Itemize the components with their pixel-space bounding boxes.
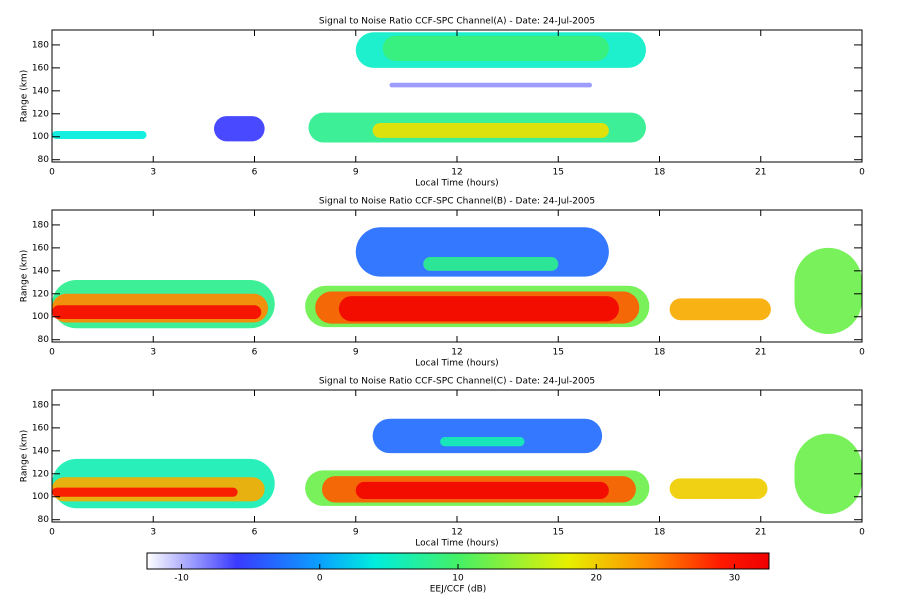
y-axis-label: Range (km) [20,70,30,122]
y-tick-label: 100 [32,492,49,502]
x-tick-label: 18 [654,528,666,538]
x-tick-label: 3 [150,168,156,178]
y-tick-label: 140 [32,446,49,456]
echo-region [440,437,525,447]
echo-region [214,116,265,142]
y-tick-label: 100 [32,312,49,322]
x-tick-label: 9 [353,348,359,358]
echo-region [423,257,559,271]
y-tick-label: 120 [32,109,49,119]
chart-title: Signal to Noise Ratio CCF-SPC Channel(A)… [319,17,595,27]
y-axis-label: Range (km) [20,430,30,482]
echo-region [355,481,609,500]
colorbar-label: EEJ/CCF (dB) [430,585,487,595]
x-tick-label: 15 [553,348,564,358]
colorbar-tick-label: -10 [174,574,189,584]
y-tick-label: 120 [32,289,49,299]
colorbar-tick-label: 30 [729,574,741,584]
colorbar-tick-label: 20 [590,574,602,584]
x-tick-label: 6 [252,348,258,358]
x-tick-label: 3 [150,348,156,358]
y-tick-label: 140 [32,266,49,276]
y-tick-label: 180 [32,40,49,50]
y-tick-label: 80 [38,335,50,345]
x-tick-label: 15 [553,528,564,538]
plot-area [52,227,862,334]
x-tick-label: 6 [252,528,258,538]
echo-region [372,122,609,138]
y-tick-label: 160 [32,243,49,253]
echo-region [52,487,238,497]
x-tick-label: 9 [353,528,359,538]
echo-region [389,82,592,88]
colorbar-tick-label: 10 [452,574,464,584]
y-tick-label: 180 [32,400,49,410]
echo-region [52,305,262,320]
y-tick-label: 160 [32,423,49,433]
y-tick-label: 160 [32,63,49,73]
chart-title: Signal to Noise Ratio CCF-SPC Channel(B)… [319,197,595,207]
chart-title: Signal to Noise Ratio CCF-SPC Channel(C)… [319,377,595,387]
x-tick-label: 21 [755,168,766,178]
colorbar-tick-label: 0 [317,574,323,584]
x-tick-label: 0 [859,348,865,358]
echo-region [52,131,147,140]
plot-area [52,418,862,514]
echo-region [372,418,603,454]
x-tick-label: 0 [859,168,865,178]
y-tick-label: 180 [32,220,49,230]
echo-region [794,247,862,334]
y-axis-label: Range (km) [20,250,30,302]
x-tick-label: 9 [353,168,359,178]
x-tick-label: 6 [252,168,258,178]
x-tick-label: 0 [49,528,55,538]
x-tick-label: 12 [451,168,462,178]
x-axis-label: Local Time (hours) [415,539,498,549]
x-tick-label: 18 [654,168,666,178]
x-tick-label: 18 [654,348,666,358]
echo-region [338,296,619,322]
x-tick-label: 21 [755,348,766,358]
x-tick-label: 12 [451,348,462,358]
x-tick-label: 0 [859,528,865,538]
y-tick-label: 140 [32,86,49,96]
x-axis-label: Local Time (hours) [415,179,498,189]
y-tick-label: 120 [32,469,49,479]
x-tick-label: 0 [49,348,55,358]
echo-region [794,433,862,514]
echo-region [382,35,609,61]
x-tick-label: 0 [49,168,55,178]
echo-region [669,478,768,500]
y-tick-label: 100 [32,132,49,142]
x-tick-label: 3 [150,528,156,538]
plot-area [52,32,646,143]
x-tick-label: 15 [553,168,564,178]
y-tick-label: 80 [38,155,50,165]
x-tick-label: 21 [755,528,766,538]
echo-region [669,298,771,321]
y-tick-label: 80 [38,515,50,525]
x-axis-label: Local Time (hours) [415,359,498,369]
x-tick-label: 12 [451,528,462,538]
